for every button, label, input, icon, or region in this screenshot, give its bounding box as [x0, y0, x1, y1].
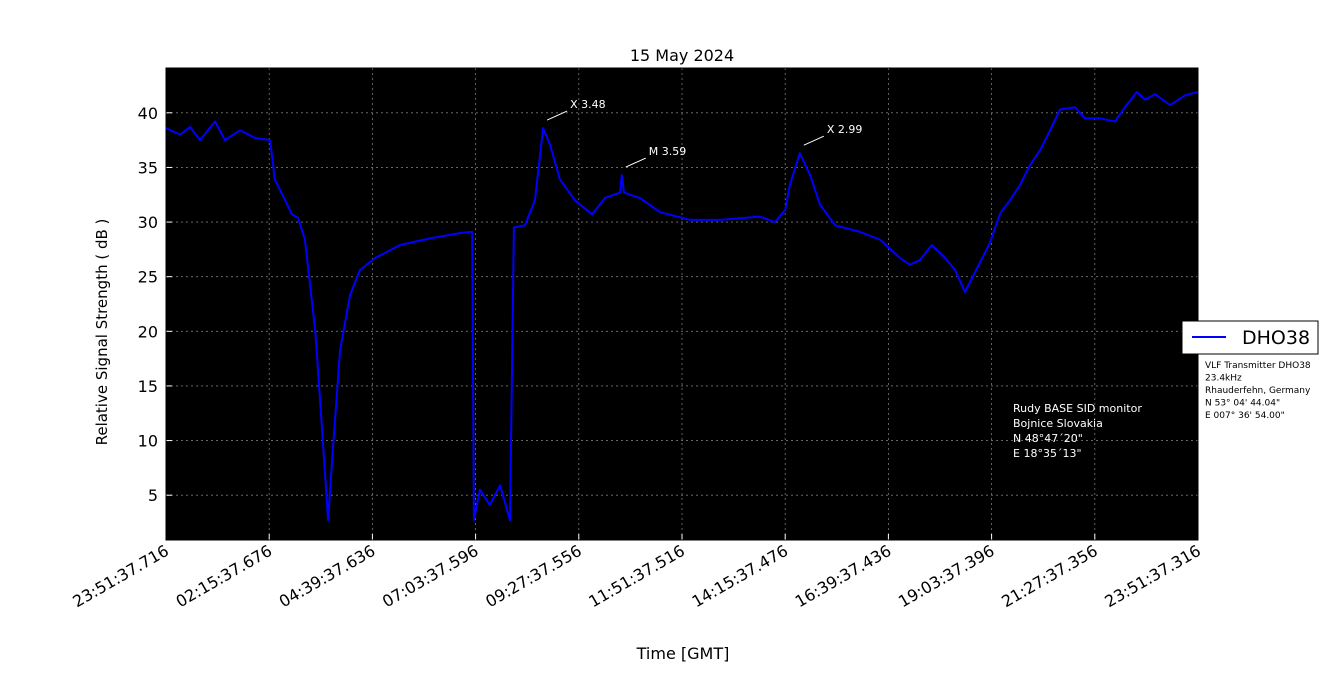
- transmitter-note: VLF Transmitter DHO38: [1205, 361, 1311, 371]
- transmitter-note: N 53° 04' 44.04": [1205, 399, 1280, 409]
- annotation: X 3.48: [570, 98, 606, 111]
- station-note: Bojnice Slovakia: [1013, 417, 1103, 430]
- y-axis-label: Relative Signal Strength ( dB ): [93, 219, 111, 446]
- transmitter-note: 23.4kHz: [1205, 374, 1242, 384]
- annotation-arrow: [546, 110, 568, 121]
- station-note: E 18°35´13": [1013, 447, 1082, 460]
- annotation-arrow: [625, 157, 647, 168]
- y-tick-label: 25: [138, 268, 158, 287]
- x-tick-label: 07:03:37.596: [379, 541, 482, 611]
- data-line: [165, 91, 1199, 522]
- x-tick-label: 09:27:37.556: [482, 541, 585, 611]
- annotation-arrow: [803, 135, 825, 146]
- annotation: X 2.99: [827, 123, 863, 136]
- y-tick-label: 5: [148, 486, 158, 505]
- station-note: N 48°47´20": [1013, 432, 1083, 445]
- x-tick-label: 23:51:37.716: [69, 541, 172, 611]
- x-tick-label: 16:39:37.436: [792, 541, 895, 611]
- y-tick-label: 20: [138, 322, 158, 341]
- x-axis-label: Time [GMT]: [636, 644, 730, 663]
- x-tick-label: 23:51:37.316: [1101, 541, 1204, 611]
- y-tick-label: 35: [138, 158, 158, 177]
- annotation: M 3.59: [649, 145, 686, 158]
- x-tick-label: 04:39:37.636: [276, 541, 379, 611]
- x-tick-label: 14:15:37.476: [689, 541, 792, 611]
- transmitter-note: Rhauderfehn, Germany: [1205, 386, 1311, 396]
- x-tick-label: 02:15:37.676: [173, 541, 276, 611]
- legend-label: DHO38: [1242, 327, 1310, 349]
- y-tick-label: 40: [138, 104, 158, 123]
- y-tick-label: 15: [138, 377, 158, 396]
- x-tick-label: 11:51:37.516: [585, 541, 688, 611]
- y-tick-label: 10: [138, 432, 158, 451]
- y-tick-label: 30: [138, 213, 158, 232]
- plot-frame: [165, 67, 1199, 541]
- station-note: Rudy BASE SID monitor: [1013, 402, 1142, 415]
- transmitter-note: E 007° 36' 54.00": [1205, 411, 1285, 421]
- chart-title: 15 May 2024: [630, 46, 734, 65]
- x-tick-label: 21:27:37.356: [998, 541, 1101, 611]
- x-tick-label: 19:03:37.396: [895, 541, 998, 611]
